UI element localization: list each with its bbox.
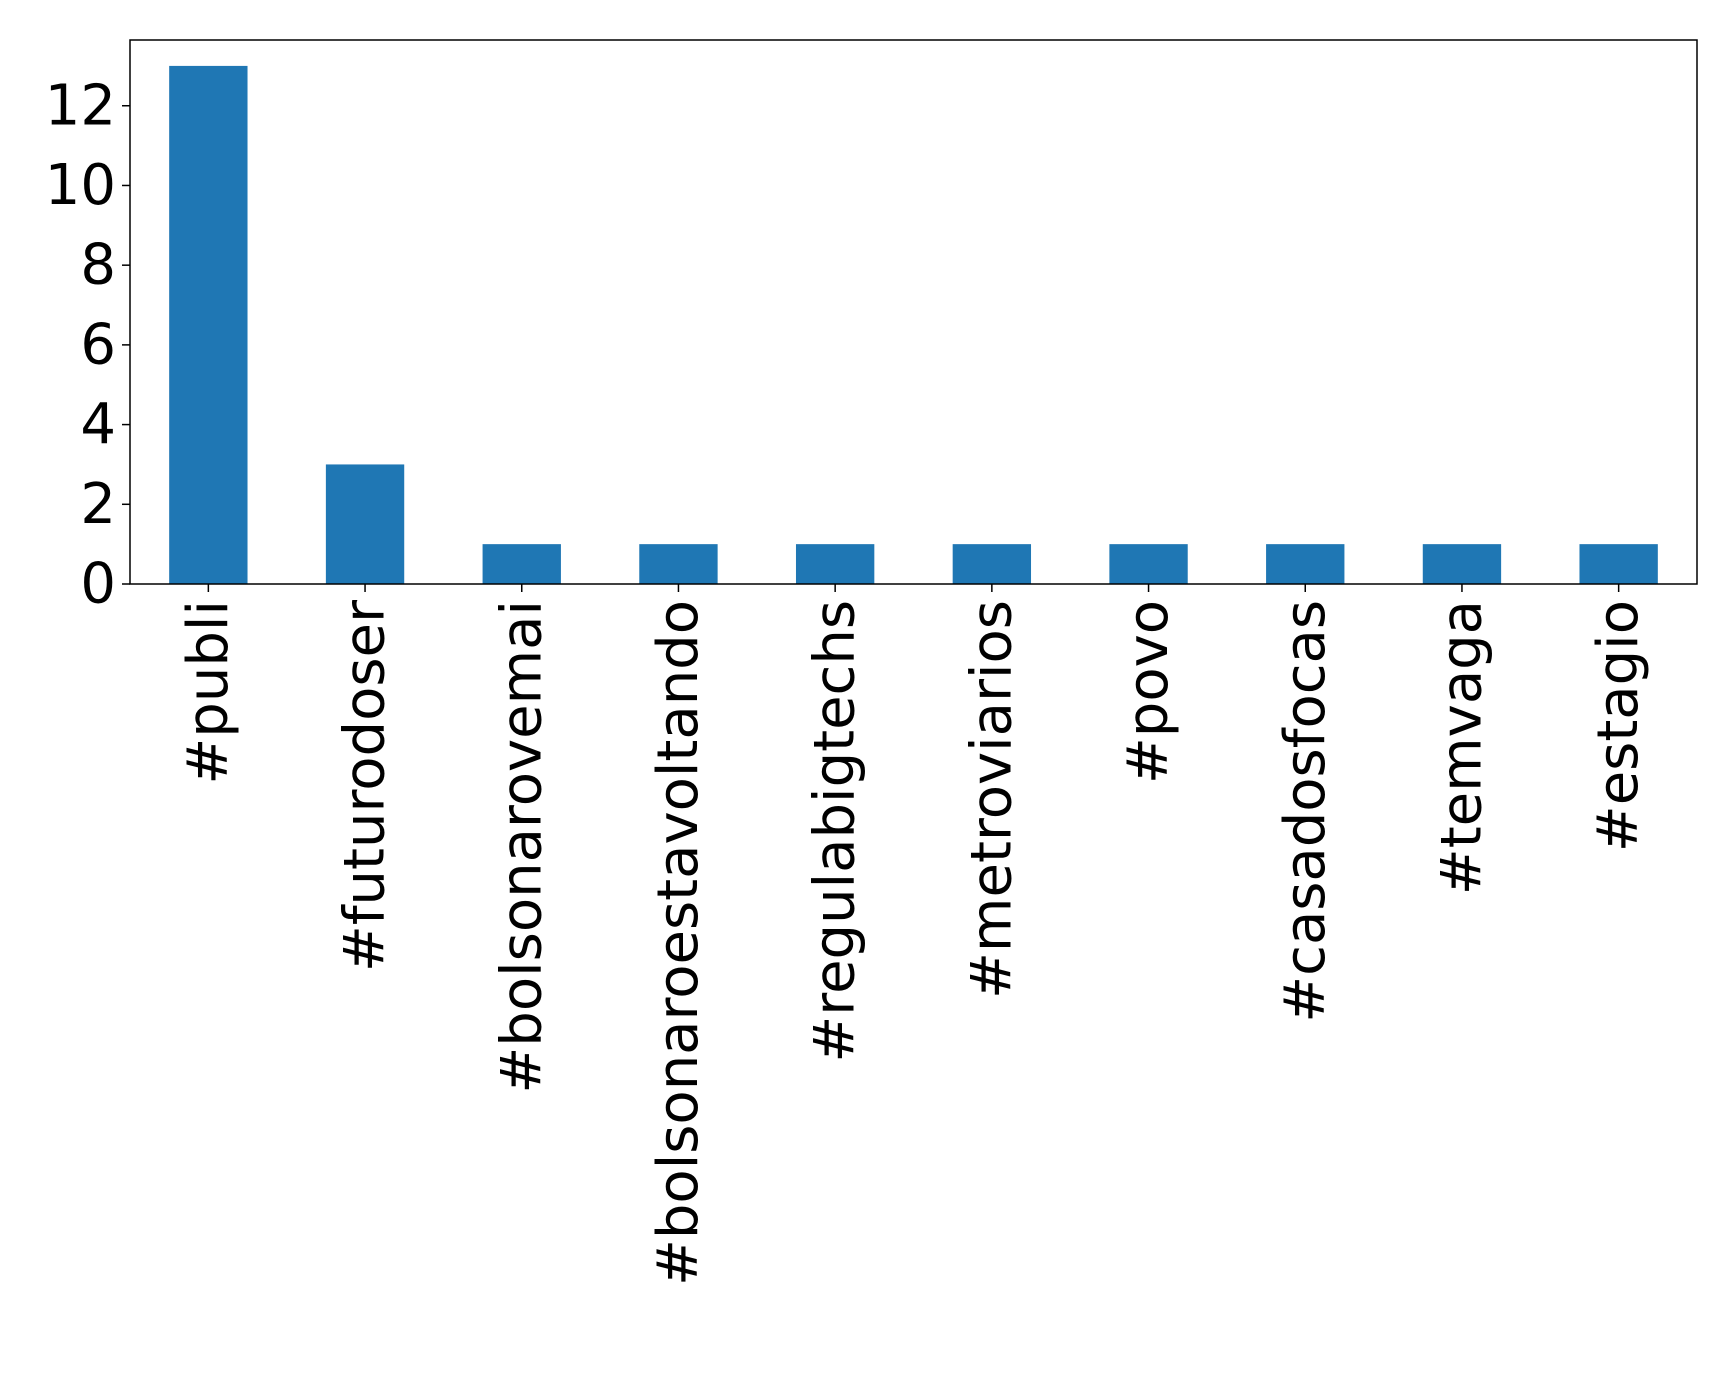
bar-regulabigtechs [795,544,875,584]
bar-casadosfocas [1266,544,1345,584]
bar-estagio [1579,544,1658,584]
x-tick-label: #estagio [1586,600,1651,852]
bar-metroviarios [952,544,1032,584]
y-tick-label: 10 [45,153,116,218]
bar-bolsonaroestavoltando [639,544,718,584]
x-tick-label: #casadosfocas [1273,600,1338,1023]
x-tick-label: #bolsonaroestavoltando [646,600,711,1286]
bars-layer [169,65,1658,584]
bar-bolsonarovemai [482,544,561,584]
x-tick-label: #regulabigtechs [803,600,868,1063]
y-tick-label: 8 [80,233,116,298]
y-axis: 0 2 4 6 8 10 12 [45,73,130,617]
y-tick-label: 6 [80,312,116,377]
x-axis: #publi #futurodoser #bolsonarovemai #bolson… [176,584,1651,1286]
bar-povo [1109,544,1188,584]
y-tick-label: 0 [80,552,116,617]
x-tick-label: #metroviarios [959,600,1024,999]
bar-temvaga [1422,544,1502,584]
x-tick-label: #publi [176,600,241,785]
y-tick-label: 12 [45,73,116,138]
bar-futurodoser [325,464,405,584]
y-tick-label: 4 [80,392,116,457]
x-tick-label: #temvaga [1429,600,1494,895]
plot-frame [129,39,1698,585]
y-tick-label: 2 [80,472,116,537]
x-tick-label: #povo [1116,600,1181,784]
x-tick-label: #futurodoser [333,599,398,972]
x-tick-label: #bolsonarovemai [489,600,554,1094]
bar-publi [169,65,248,584]
